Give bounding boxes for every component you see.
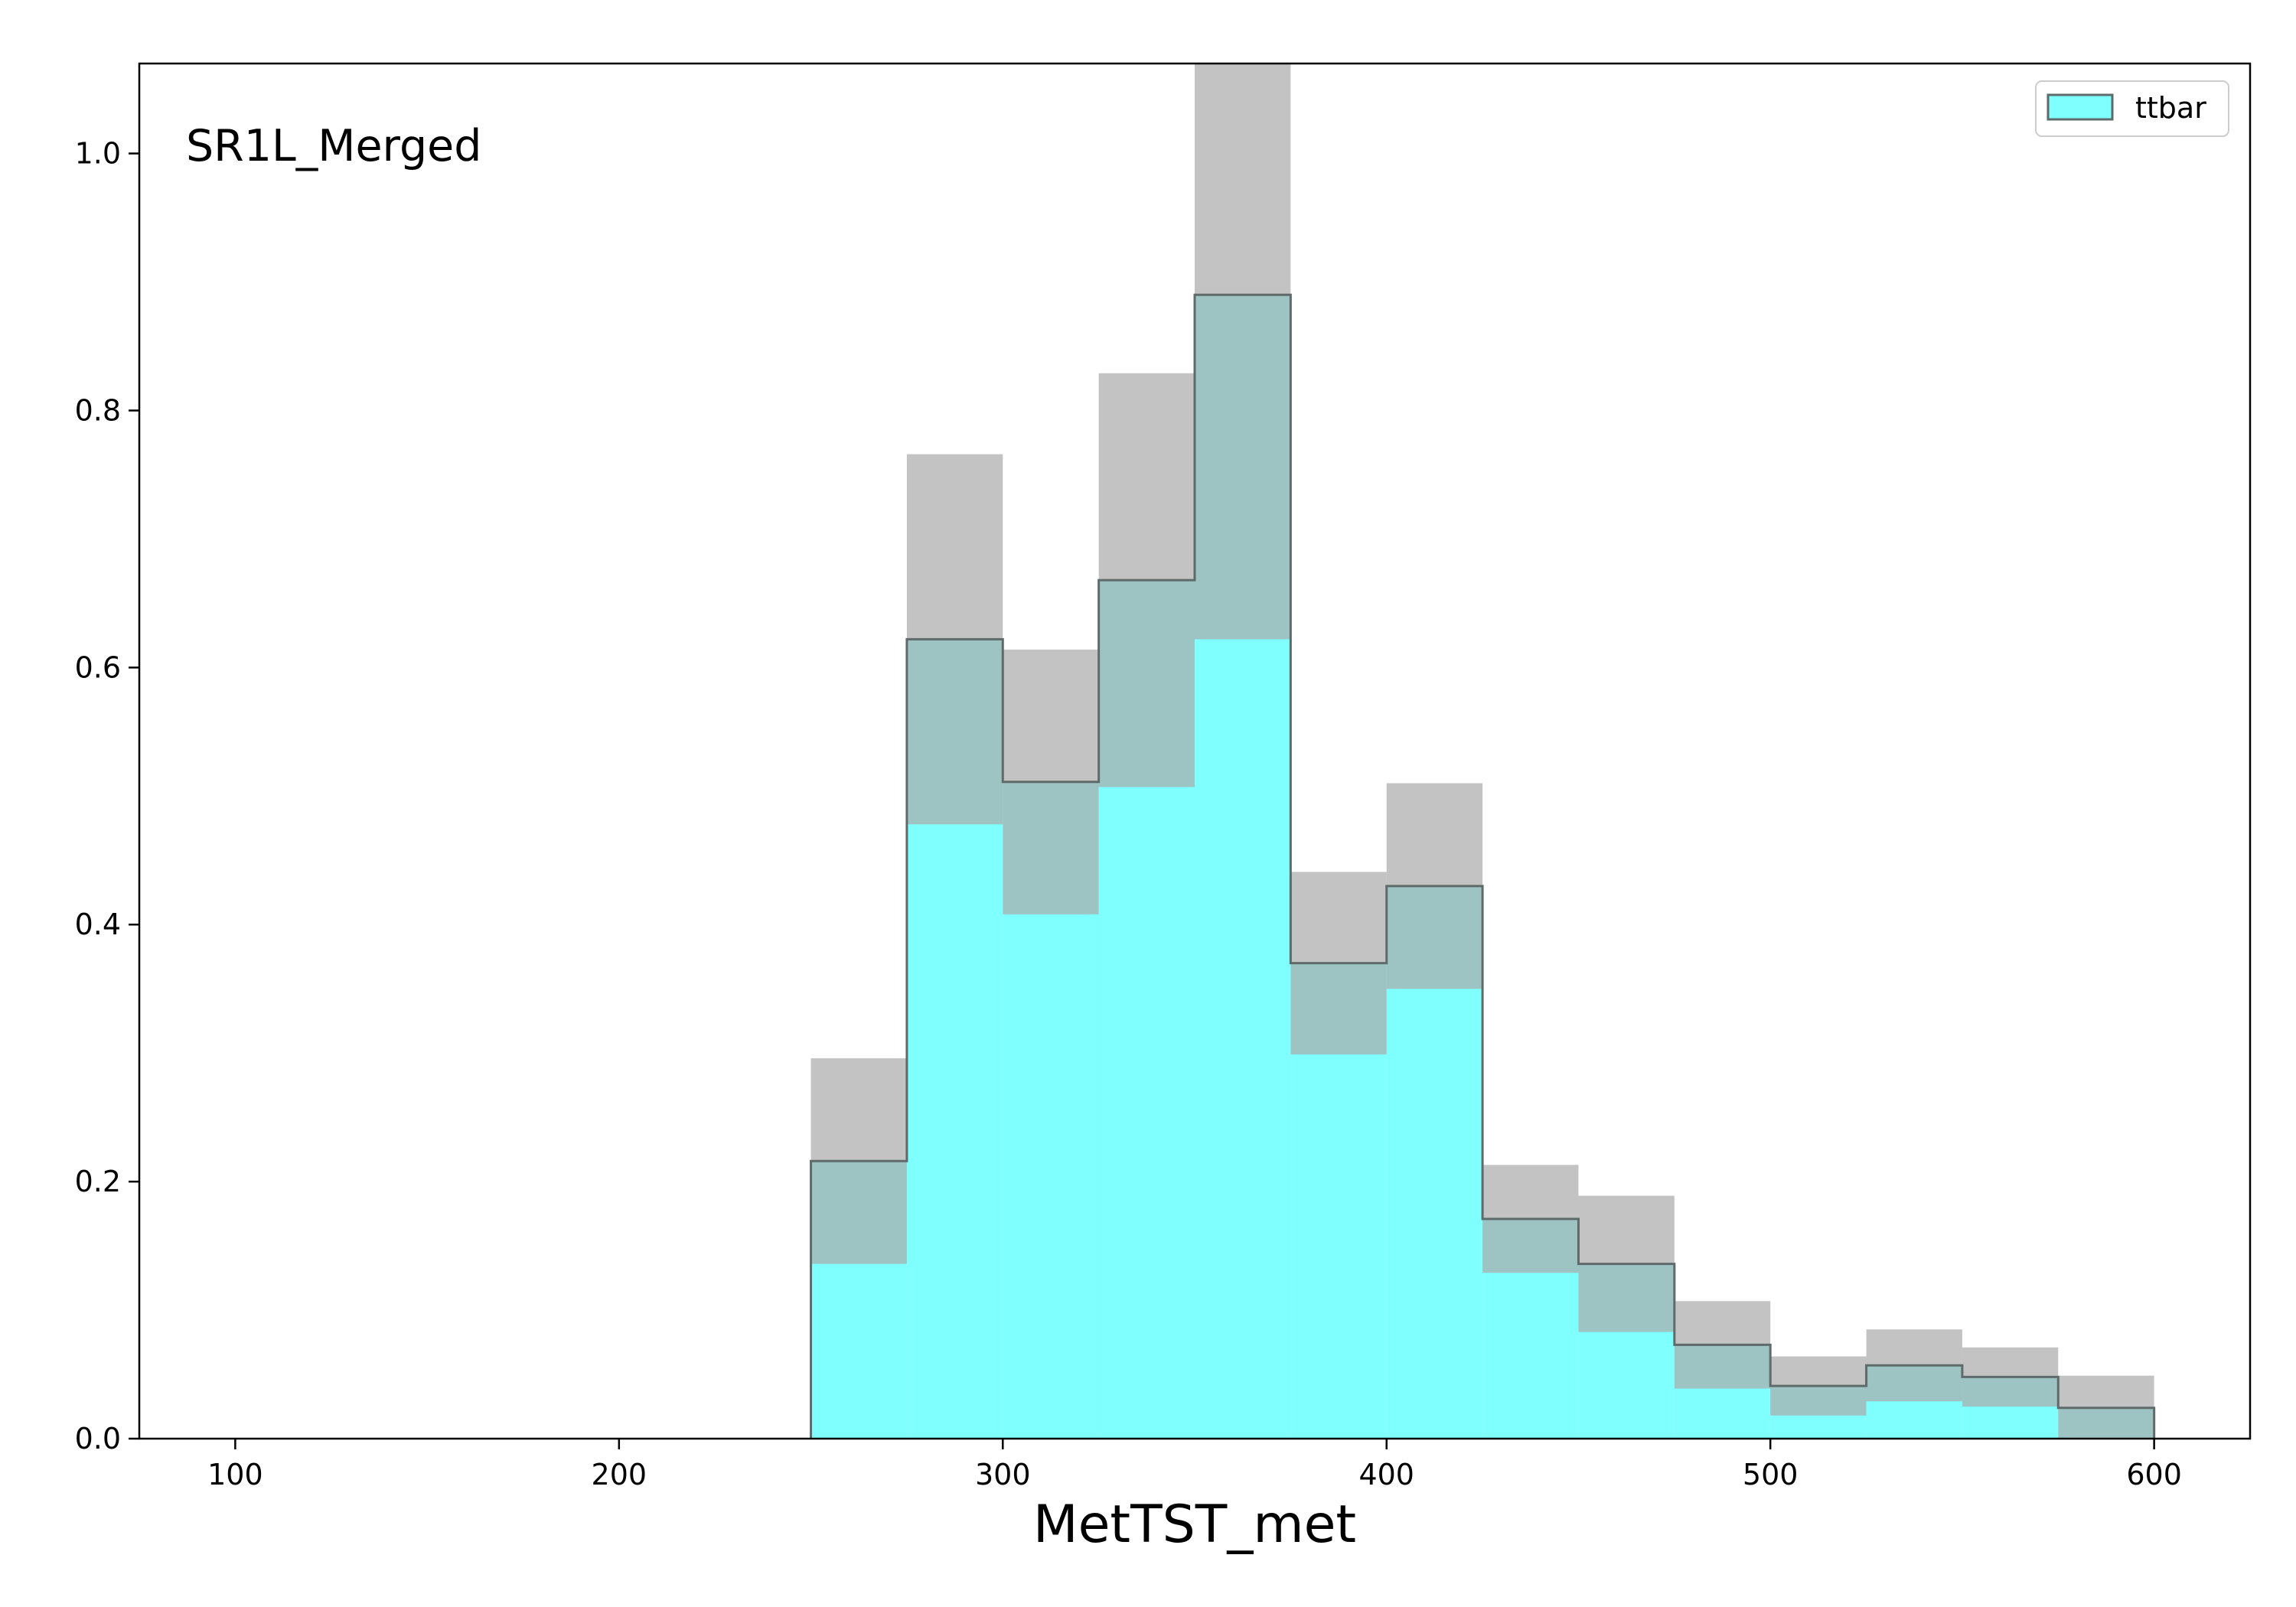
- legend-swatch-ttbar: [2047, 93, 2114, 121]
- histogram-step-line: [810, 293, 2156, 1439]
- region-annotation: SR1L_Merged: [186, 121, 481, 171]
- x-axis-label: MetTST_met: [1033, 1495, 1356, 1555]
- x-axis-ticks: 100 200 300 400 500 600: [207, 1439, 2182, 1491]
- y-tick-label: 0.0: [75, 1422, 121, 1455]
- y-tick-label: 0.8: [75, 393, 121, 427]
- uncertainty-band-segment: [1195, 64, 1291, 640]
- y-tick-label: 0.4: [75, 908, 121, 941]
- x-tick-label: 500: [1743, 1458, 1799, 1491]
- y-tick-label: 1.0: [75, 137, 121, 171]
- y-tick-label: 0.6: [75, 650, 121, 684]
- x-tick-label: 300: [975, 1458, 1031, 1491]
- axes-frame: [138, 62, 2252, 1440]
- y-tick-label: 0.2: [75, 1165, 121, 1198]
- y-axis-ticks: 0.0 0.2 0.4 0.6 0.8 1.0: [75, 137, 139, 1455]
- x-tick-label: 400: [1358, 1458, 1414, 1491]
- legend: ttbar: [2035, 80, 2229, 137]
- x-tick-label: 600: [2126, 1458, 2182, 1491]
- histogram-outline: [810, 293, 2156, 1439]
- x-tick-label: 200: [592, 1458, 647, 1491]
- legend-label-ttbar: ttbar: [2135, 91, 2206, 125]
- x-tick-label: 100: [207, 1458, 263, 1491]
